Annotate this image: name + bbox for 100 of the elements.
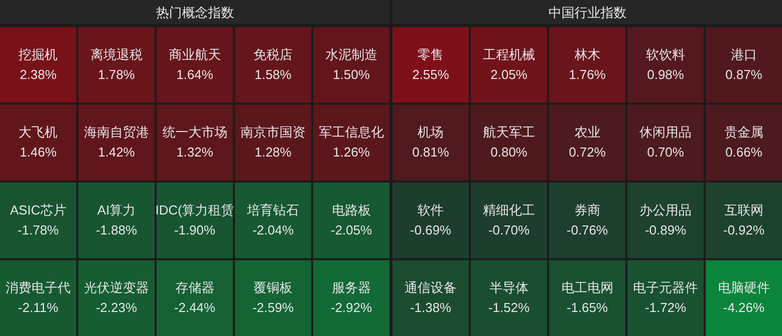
tile: 培育钻石 -2.04%: [234, 182, 312, 258]
category-label: ASIC芯片: [10, 202, 66, 218]
category-label: 软件: [418, 202, 444, 218]
category-label: AI算力: [97, 202, 136, 218]
tile: 挖掘机 2.38%: [0, 27, 76, 103]
tile: 商业航天 1.64%: [156, 27, 233, 103]
tile: 大飞机 1.46%: [0, 104, 76, 180]
data-label: 1.28%: [254, 144, 292, 160]
data-label: 0.66%: [725, 144, 763, 160]
category-label: 券商: [574, 202, 600, 218]
tile: 航天军工 0.80%: [470, 104, 548, 180]
data-label: 1.50%: [332, 66, 370, 82]
category-label: 贵金属: [724, 124, 764, 140]
data-label: -0.92%: [723, 222, 765, 238]
data-label: 2.05%: [490, 66, 528, 82]
tile: 存储器 -2.44%: [156, 260, 233, 336]
category-label: 海南自贸港: [84, 124, 149, 140]
data-label: 0.98%: [647, 66, 684, 82]
tile: 工程机械 2.05%: [470, 27, 548, 103]
tile: AI算力 -1.88%: [78, 182, 155, 258]
tile: 海南自贸港 1.42%: [78, 104, 155, 180]
tile: 券商 -0.76%: [549, 182, 626, 258]
data-label: -2.05%: [330, 222, 372, 238]
category-label: 电路板: [332, 202, 371, 218]
tile: 南京市国资 1.28%: [234, 104, 312, 180]
tile: 农业 0.72%: [549, 104, 626, 180]
data-label: -1.88%: [96, 222, 138, 238]
data-label: 0.80%: [490, 144, 528, 160]
category-label: 互联网: [724, 202, 764, 218]
category-label: 软饮料: [646, 46, 686, 62]
data-label: 1.32%: [176, 144, 214, 160]
category-label: 商业航天: [168, 46, 221, 62]
tile: 机场 0.81%: [392, 104, 469, 180]
tile: 电子元器件 -1.72%: [627, 260, 704, 336]
data-label: 2.55%: [412, 66, 450, 82]
data-label: 1.46%: [20, 144, 58, 160]
tile: 零售 2.55%: [392, 27, 469, 103]
tile: 互联网 -0.92%: [706, 182, 782, 258]
data-label: -0.69%: [410, 222, 452, 238]
tile: 精细化工 -0.70%: [470, 182, 548, 258]
category-label: 存储器: [175, 280, 214, 296]
tile: 半导体 -1.52%: [470, 260, 548, 336]
tile: 统一大市场 1.32%: [156, 104, 233, 180]
data-label: -0.70%: [488, 222, 530, 238]
data-label: -2.59%: [252, 300, 294, 316]
data-label: -1.90%: [174, 222, 216, 238]
category-label: 工程机械: [482, 46, 535, 62]
tile: 消费电子代 -2.11%: [0, 260, 76, 336]
data-label: 0.87%: [725, 66, 763, 82]
tile: 林木 1.76%: [549, 27, 626, 103]
text: 热门概念指数: [156, 5, 234, 20]
data-label: -1.72%: [644, 300, 687, 316]
category-label: 航天军工: [482, 124, 535, 140]
tile: 办公用品 -0.89%: [627, 182, 704, 258]
data-label: 1.26%: [332, 144, 370, 160]
category-label: 零售: [418, 46, 444, 62]
tile: 覆铜板 -2.59%: [234, 260, 312, 336]
category-label: 休闲用品: [640, 124, 692, 140]
data-label: 1.78%: [98, 66, 136, 82]
category-label: 大飞机: [18, 124, 58, 140]
category-label: 消费电子代: [6, 280, 71, 296]
tile: 软饮料 0.98%: [627, 27, 704, 103]
tile: 贵金属 0.66%: [706, 104, 782, 180]
category-label: 覆铜板: [254, 280, 293, 296]
tile: 软件 -0.69%: [392, 182, 469, 258]
category-label: 通信设备: [404, 280, 457, 296]
data-label: -2.04%: [252, 222, 294, 238]
category-label: 办公用品: [640, 202, 692, 218]
data-label: -0.89%: [644, 222, 687, 238]
category-label: 离境退税: [90, 46, 142, 62]
tile: 通信设备 -1.38%: [392, 260, 469, 336]
category-label: 精细化工: [482, 202, 535, 218]
category-label: 统一大市场: [162, 124, 228, 140]
tile: 电路板 -2.05%: [313, 182, 390, 258]
tile: 电工电网 -1.65%: [549, 260, 626, 336]
tile: 电脑硬件 -4.26%: [706, 260, 782, 336]
category-label: 电工电网: [561, 280, 614, 296]
data-label: 1.64%: [176, 66, 214, 82]
data-label: -2.44%: [174, 300, 216, 316]
category-label: 电脑硬件: [718, 280, 770, 296]
category-label: 光伏逆变器: [84, 280, 149, 296]
data-label: -1.38%: [410, 300, 452, 316]
category-label: 电子元器件: [633, 280, 698, 296]
data-label: -2.92%: [330, 300, 372, 316]
tile: 免税店 1.58%: [234, 27, 312, 103]
category-label: 林木: [573, 46, 600, 62]
tile: 光伏逆变器 -2.23%: [78, 260, 155, 336]
data-label: 0.81%: [412, 144, 450, 160]
category-label: 半导体: [489, 280, 528, 296]
tile: 离境退税 1.78%: [78, 27, 155, 103]
data-label: -1.52%: [488, 300, 530, 316]
data-label: -1.65%: [566, 300, 608, 316]
data-label: 1.58%: [254, 66, 292, 82]
data-label: 1.76%: [568, 66, 606, 82]
data-label: -0.76%: [566, 222, 608, 238]
tile: 军工信息化 1.26%: [313, 104, 390, 180]
category-label: 挖掘机: [18, 46, 58, 62]
category-label: 培育钻石: [246, 202, 300, 218]
text: 中国行业指数: [548, 5, 626, 20]
tile: ASIC芯片 -1.78%: [0, 182, 76, 258]
